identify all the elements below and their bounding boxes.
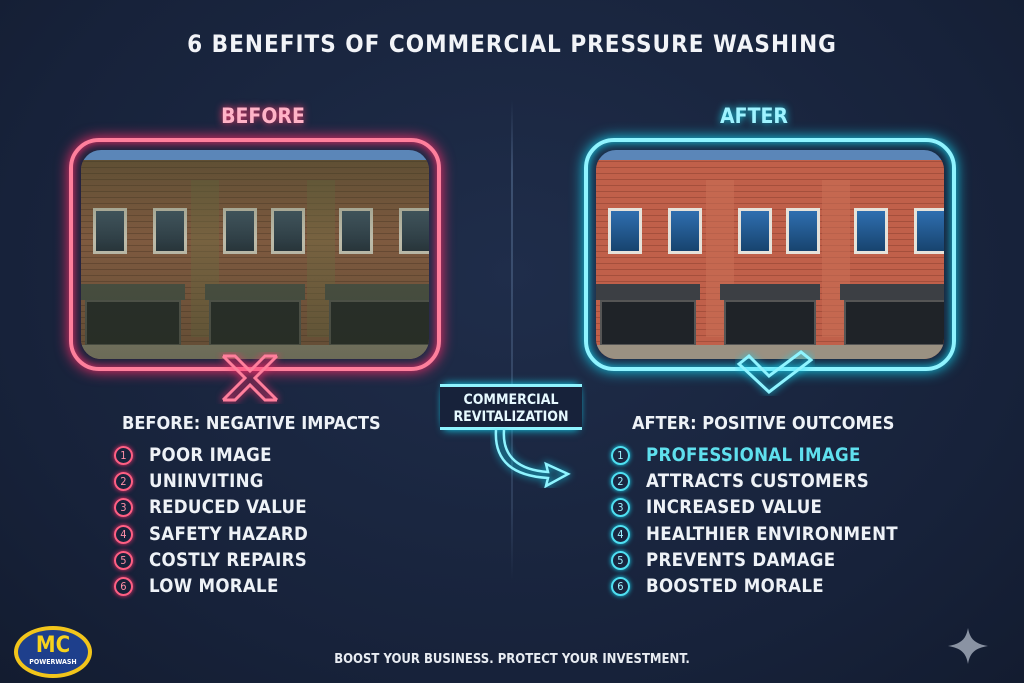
checkmark-icon (736, 350, 814, 394)
center-line-2: REVITALIZATION (453, 409, 569, 425)
item-text: BOOSTED MORALE (646, 576, 824, 598)
awning (596, 284, 700, 300)
item-text: HEALTHIER ENVIRONMENT (646, 523, 898, 545)
pillar (191, 180, 219, 337)
list-item: 4 SAFETY HAZARD (114, 521, 308, 547)
storefront (600, 300, 696, 346)
positive-outcomes-list: 1 PROFESSIONAL IMAGE 2 ATTRACTS CUSTOMERS 3 I… (611, 442, 898, 600)
center-divider (511, 100, 513, 580)
number-badge: 1 (611, 445, 630, 465)
x-mark-icon (221, 354, 279, 402)
awning (205, 284, 305, 300)
storefront (844, 300, 944, 346)
footer-tagline: BOOST YOUR BUSINESS. PROTECT YOUR INVEST… (334, 652, 690, 667)
logo-name: POWERWASH (29, 658, 77, 666)
window (738, 208, 772, 254)
number-badge: 6 (114, 577, 133, 597)
awning (720, 284, 820, 300)
list-item: 5 PREVENTS DAMAGE (611, 547, 898, 573)
curved-arrow-icon (494, 429, 571, 488)
number-badge: 4 (114, 524, 133, 544)
number-badge: 2 (611, 471, 630, 491)
number-badge: 5 (114, 550, 133, 570)
storefront (209, 300, 301, 346)
sidewalk (596, 345, 944, 359)
number-badge: 1 (114, 445, 133, 465)
pillar (307, 180, 335, 337)
number-badge: 6 (611, 577, 630, 597)
window (608, 208, 642, 254)
awning (81, 284, 185, 300)
item-text: PREVENTS DAMAGE (646, 549, 836, 571)
list-item: 1 POOR IMAGE (114, 442, 308, 468)
item-text: UNINVITING (149, 470, 264, 492)
item-text: REDUCED VALUE (149, 497, 307, 519)
item-text: POOR IMAGE (149, 444, 272, 466)
after-heading: AFTER: POSITIVE OUTCOMES (632, 413, 895, 434)
number-badge: 5 (611, 550, 630, 570)
number-badge: 4 (611, 524, 630, 544)
window (914, 208, 944, 254)
window (339, 208, 373, 254)
storefront (329, 300, 429, 346)
commercial-revitalization-label: COMMERCIAL REVITALIZATION (440, 384, 582, 430)
awning (325, 284, 429, 300)
window (399, 208, 429, 254)
sparkle-icon (948, 628, 988, 664)
page-title: 6 BENEFITS OF COMMERCIAL PRESSURE WASHIN… (187, 30, 837, 58)
window (786, 208, 820, 254)
logo-initials: MC (35, 633, 71, 658)
list-item: 3 INCREASED VALUE (611, 495, 898, 521)
after-label: AFTER (720, 104, 788, 128)
after-building-image (584, 138, 956, 371)
list-item: 4 HEALTHIER ENVIRONMENT (611, 521, 898, 547)
center-line-1: COMMERCIAL (463, 392, 559, 408)
window (854, 208, 888, 254)
window (223, 208, 257, 254)
item-text: COSTLY REPAIRS (149, 549, 308, 571)
storefront (85, 300, 181, 346)
number-badge: 3 (114, 498, 133, 518)
list-item: 3 REDUCED VALUE (114, 495, 308, 521)
number-badge: 2 (114, 471, 133, 491)
before-label: BEFORE (221, 104, 305, 128)
window (93, 208, 127, 254)
list-item: 2 ATTRACTS CUSTOMERS (611, 468, 898, 494)
negative-impacts-list: 1 POOR IMAGE 2 UNINVITING 3 REDUCED VALUE 4 SAF… (114, 442, 308, 600)
list-item: 6 LOW MORALE (114, 573, 308, 599)
window (668, 208, 702, 254)
window (271, 208, 305, 254)
number-badge: 3 (611, 498, 630, 518)
window (153, 208, 187, 254)
item-text: SAFETY HAZARD (149, 523, 309, 545)
list-item: 2 UNINVITING (114, 468, 308, 494)
before-building-image (69, 138, 441, 371)
awning (840, 284, 944, 300)
item-text: LOW MORALE (149, 576, 279, 598)
before-heading: BEFORE: NEGATIVE IMPACTS (122, 413, 381, 434)
item-text: INCREASED VALUE (646, 497, 823, 519)
list-item: 6 BOOSTED MORALE (611, 573, 898, 599)
item-text: PROFESSIONAL IMAGE (646, 444, 861, 466)
list-item: 1 PROFESSIONAL IMAGE (611, 442, 898, 468)
list-item: 5 COSTLY REPAIRS (114, 547, 308, 573)
mc-powerwash-logo: MC POWERWASH (14, 626, 92, 678)
storefront (724, 300, 816, 346)
item-text: ATTRACTS CUSTOMERS (646, 470, 869, 492)
